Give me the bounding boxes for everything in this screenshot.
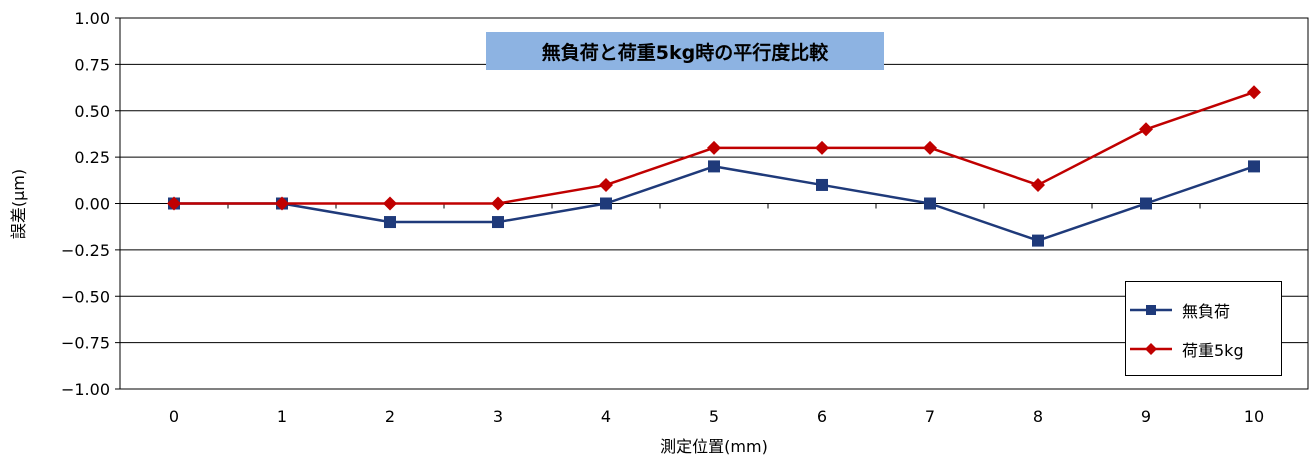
x-axis-title: 測定位置(mm) — [660, 437, 768, 456]
y-tick-label: −1.00 — [61, 380, 110, 399]
gridlines — [120, 63, 1308, 344]
x-tick-label: 7 — [925, 407, 935, 426]
data-point-diamond — [923, 140, 937, 155]
x-tick-label: 9 — [1141, 407, 1151, 426]
y-axis-ticks: 1.00 0.75 0.50 0.25 0.00 −0.25 −0.50 −0.75 −1.00 — [61, 9, 120, 399]
y-axis-title: 誤差(μm) — [9, 169, 28, 239]
data-point-square — [924, 197, 936, 210]
data-point-square — [1248, 160, 1260, 173]
x-tick-label: 5 — [709, 407, 719, 426]
data-point-diamond — [491, 196, 505, 211]
data-point-diamond — [599, 177, 613, 192]
data-point-square — [600, 197, 612, 210]
x-tick-label: 8 — [1033, 407, 1043, 426]
x-tick-label: 1 — [277, 407, 287, 426]
y-tick-label: −0.50 — [61, 287, 110, 306]
legend: 無負荷 荷重5kg — [1125, 281, 1282, 376]
chart-title-box: 無負荷と荷重5kg時の平行度比較 — [486, 32, 884, 70]
y-tick-label: 0.75 — [74, 55, 110, 74]
x-tick-label: 2 — [385, 407, 395, 426]
y-tick-label: −0.25 — [61, 241, 110, 260]
y-tick-label: 0.50 — [74, 102, 110, 121]
y-tick-label: 0.00 — [74, 195, 110, 214]
data-point-square — [492, 216, 504, 229]
x-tick-label: 4 — [601, 407, 611, 426]
data-point-diamond — [1247, 85, 1261, 100]
legend-item-series-1: 荷重5kg — [1126, 337, 1244, 361]
series-group — [167, 85, 1261, 247]
x-tick-label: 3 — [493, 407, 503, 426]
data-point-diamond — [815, 140, 829, 155]
legend-marker-diamond-icon — [1130, 343, 1172, 355]
data-point-diamond — [1139, 122, 1153, 137]
data-point-square — [708, 160, 720, 173]
data-point-diamond — [707, 140, 721, 155]
data-point-diamond — [275, 196, 289, 211]
data-point-diamond — [383, 196, 397, 211]
x-tick-label: 0 — [169, 407, 179, 426]
y-tick-label: −0.75 — [61, 334, 110, 353]
data-point-square — [816, 178, 828, 191]
legend-item-series-0: 無負荷 — [1126, 298, 1230, 322]
x-tick-label: 10 — [1244, 407, 1264, 426]
x-tick-label: 6 — [817, 407, 827, 426]
legend-label-series-1: 荷重5kg — [1182, 341, 1244, 360]
data-point-diamond — [167, 196, 181, 211]
y-tick-label: 0.25 — [74, 148, 110, 167]
data-point-square — [1140, 197, 1152, 210]
chart-title: 無負荷と荷重5kg時の平行度比較 — [541, 41, 829, 64]
legend-label-series-0: 無負荷 — [1182, 302, 1231, 321]
data-point-diamond — [1031, 177, 1045, 192]
x-axis-ticks: 0 1 2 3 4 5 6 7 8 9 10 — [119, 203, 1309, 426]
legend-marker-square-icon — [1130, 305, 1172, 315]
data-point-square — [384, 216, 396, 229]
y-tick-label: 1.00 — [74, 9, 110, 28]
data-point-square — [1032, 234, 1044, 247]
